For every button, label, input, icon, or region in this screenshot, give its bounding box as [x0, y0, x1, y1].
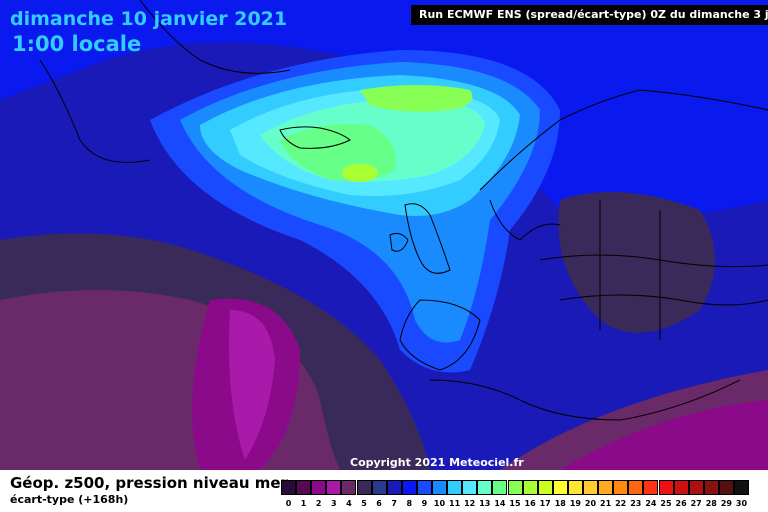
legend-label: 1 [300, 499, 307, 508]
legend-swatch [628, 480, 644, 495]
run-info-banner: Run ECMWF ENS (spread/écart-type) 0Z du … [411, 5, 768, 25]
legend-swatch [296, 480, 312, 495]
map-canvas [0, 0, 768, 470]
legend-label: 10 [433, 499, 446, 508]
parameter-title: Géop. z500, pression niveau mer [10, 474, 288, 492]
legend-swatch [311, 480, 327, 495]
legend-label: 6 [376, 499, 382, 508]
legend-swatch [507, 480, 523, 495]
legend-swatch [552, 480, 568, 495]
legend-label: 16 [524, 499, 536, 508]
legend-label: 21 [600, 499, 612, 508]
color-scale-legend: 0 1 2 3 4 5 6 7 8 9 10 11 12 13 14 15 16 17 18 19 20 21 22 23 24… [281, 480, 749, 510]
legend-label: 5 [361, 499, 367, 508]
map-footer: Géop. z500, pression niveau mer écart-ty… [0, 470, 768, 512]
legend-swatch [658, 480, 674, 495]
legend-label: 14 [494, 499, 506, 508]
legend-label: 23 [630, 499, 642, 508]
legend-label: 26 [675, 499, 687, 508]
legend-swatch [356, 480, 372, 495]
legend-swatch [537, 480, 553, 495]
legend-label: 19 [569, 499, 581, 508]
legend-label: 0 [285, 499, 292, 508]
legend-swatch [703, 480, 719, 495]
legend-swatch [673, 480, 689, 495]
legend-swatch [386, 480, 402, 495]
legend-swatch [432, 480, 447, 495]
legend-swatch [462, 480, 478, 495]
legend-label: 25 [660, 499, 672, 508]
legend-swatch [492, 480, 508, 495]
legend-label: 3 [331, 499, 337, 508]
legend-label: 4 [346, 499, 352, 508]
legend-label: 11 [449, 499, 461, 508]
legend-swatch [567, 480, 583, 495]
legend-label: 12 [464, 499, 476, 508]
legend-label: 20 [584, 499, 597, 508]
parameter-subtitle: écart-type (+168h) [10, 493, 129, 506]
legend-swatch [522, 480, 538, 495]
legend-swatch [401, 480, 417, 495]
copyright-label: Copyright 2021 Meteociel.fr [350, 456, 524, 469]
legend-label: 2 [315, 499, 322, 508]
legend-label: 8 [406, 499, 413, 508]
legend-swatch [281, 480, 296, 495]
legend-swatch [734, 480, 749, 495]
legend-swatch [583, 480, 598, 495]
legend-label: 9 [421, 499, 428, 508]
legend-label: 17 [539, 499, 551, 508]
legend-swatch [416, 480, 432, 495]
legend-swatch [643, 480, 659, 495]
legend-label: 28 [705, 499, 717, 508]
legend-swatch [613, 480, 629, 495]
legend-label: 22 [615, 499, 627, 508]
legend-label: 15 [509, 499, 521, 508]
legend-label: 7 [391, 499, 397, 508]
map-date: dimanche 10 janvier 2021 [10, 8, 288, 30]
map-time: 1:00 locale [12, 32, 142, 56]
legend-swatch [718, 480, 734, 495]
legend-swatch [477, 480, 493, 495]
legend-swatch [371, 480, 387, 495]
legend-swatch [326, 480, 342, 495]
legend-swatch [598, 480, 614, 495]
legend-swatch [688, 480, 704, 495]
legend-label: 18 [554, 499, 566, 508]
legend-swatch [447, 480, 463, 495]
legend-label: 13 [479, 499, 491, 508]
legend-label: 30 [735, 499, 748, 508]
legend-label: 29 [720, 499, 732, 508]
spread-map: dimanche 10 janvier 2021 1:00 locale Run… [0, 0, 768, 470]
legend-label: 24 [645, 499, 657, 508]
legend-label: 27 [690, 499, 702, 508]
legend-swatch [341, 480, 357, 495]
